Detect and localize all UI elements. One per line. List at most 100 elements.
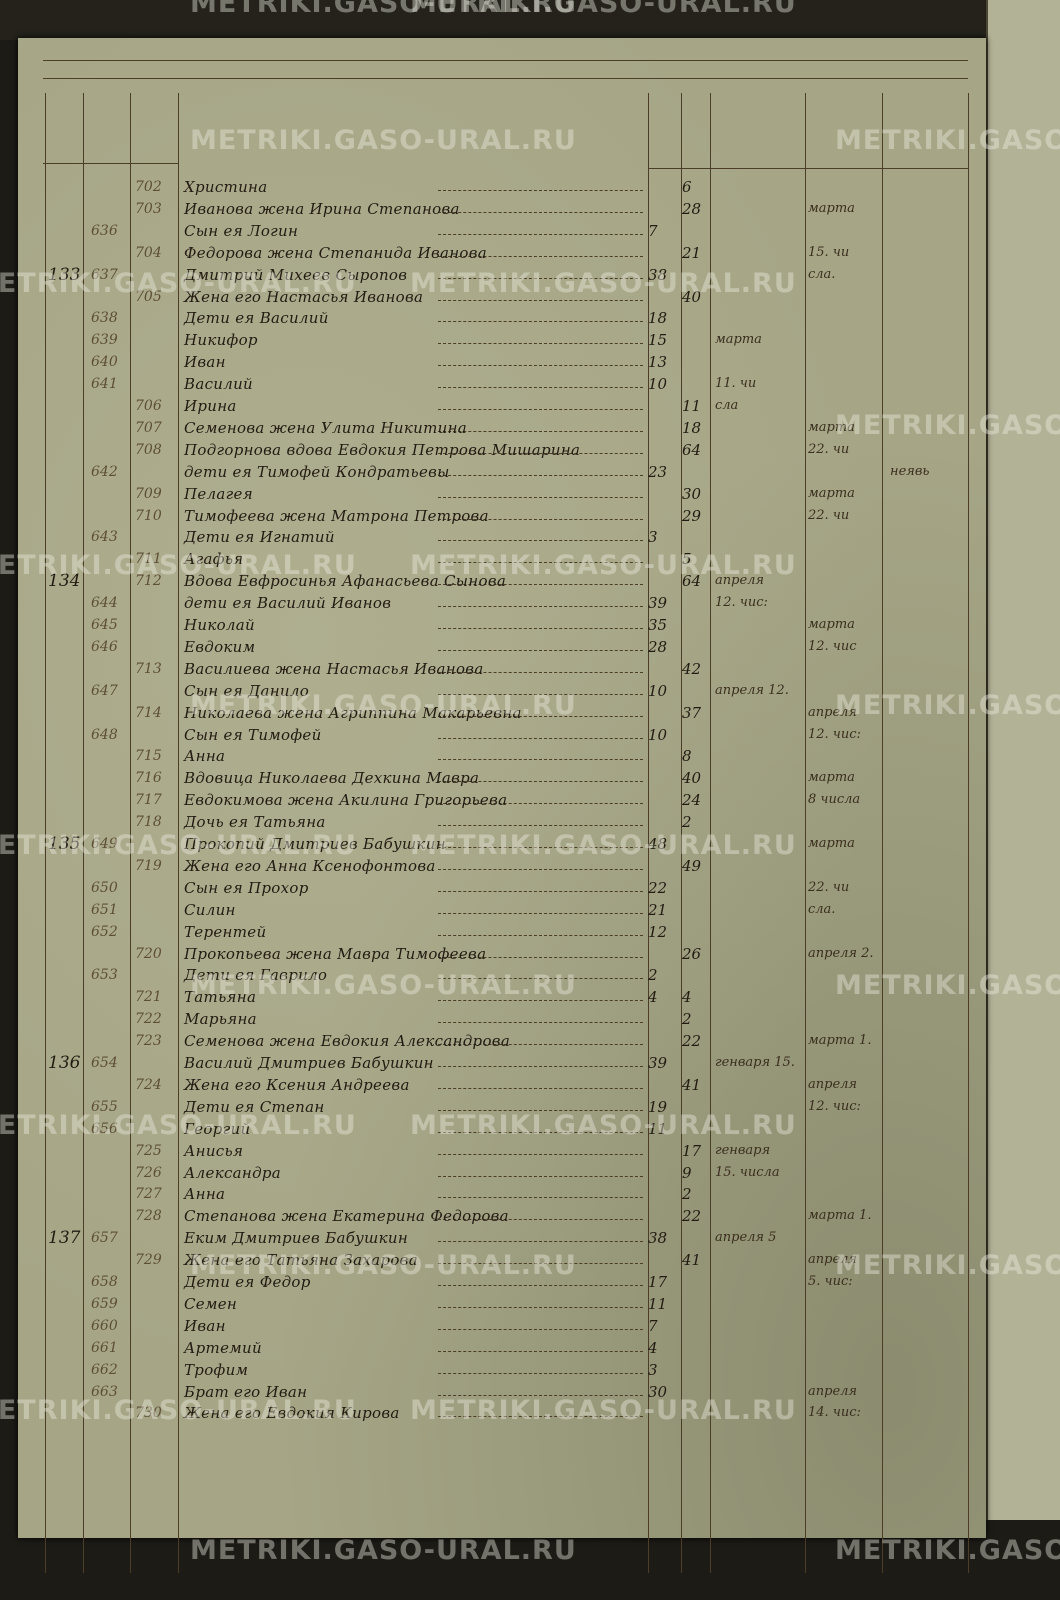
female-number: 728 — [135, 1208, 162, 1225]
female-age: 29 — [682, 506, 702, 525]
person-name: Пелагея — [184, 484, 253, 503]
dash-filler — [438, 540, 643, 542]
male-number: 656 — [91, 1120, 118, 1137]
person-name: Степанова жена Екатерина Федорова — [184, 1207, 509, 1226]
register-row: 708 Подгорнова вдова Евдокия Петрова Миша… — [18, 439, 986, 461]
register-row: 705 Жена его Настасья Иванова 40 — [18, 286, 986, 308]
male-age: 2 — [648, 966, 658, 985]
male-number: 662 — [91, 1361, 118, 1378]
dash-filler — [438, 496, 643, 499]
male-age: 13 — [648, 353, 668, 372]
watermark-text: METRIKI.GASO-URAL.RU — [0, 268, 357, 299]
dash-filler — [438, 693, 643, 696]
note-column-2: 8 числа — [808, 792, 861, 808]
dash-filler — [438, 868, 643, 871]
male-age: 11 — [648, 1119, 668, 1138]
male-age: 28 — [648, 637, 668, 656]
person-name: Дети ея Федор — [184, 1273, 311, 1291]
person-name: Сын ея Данило — [184, 681, 310, 700]
register-row: 647 Сын ея Данило 10 апреля 12. — [18, 680, 986, 702]
person-name: Дети ея Гаврило — [184, 966, 328, 985]
note-column-2: апреля 2. — [808, 945, 874, 961]
female-age: 26 — [682, 944, 702, 963]
person-name: Евдокимова жена Акилина Григорьева — [184, 791, 508, 810]
female-number: 722 — [135, 1011, 162, 1028]
female-age: 17 — [682, 1141, 702, 1160]
register-row: 662 Трофим 3 — [18, 1359, 986, 1381]
register-row: 711 Агафья 5 — [18, 548, 986, 570]
note-column-2: сла. — [808, 901, 836, 917]
dash-filler — [438, 847, 643, 849]
male-number: 643 — [91, 529, 118, 546]
register-row: 722 Марьяна 2 — [18, 1008, 986, 1030]
female-age: 18 — [682, 418, 702, 437]
note-column-2: марта 1. — [808, 1208, 872, 1224]
male-number: 642 — [91, 463, 118, 480]
person-name: Дмитрий Михеев Сыропов — [184, 265, 408, 284]
female-age: 24 — [682, 791, 702, 810]
watermark-text: METRIKI.GASO-URAL.RU — [835, 125, 1060, 156]
person-name: Христина — [184, 178, 268, 196]
female-number: 709 — [135, 485, 162, 502]
dash-filler — [438, 387, 643, 389]
person-name: Сын ея Тимофей — [184, 725, 322, 744]
note-column-2: марта — [808, 617, 855, 632]
dash-filler — [438, 912, 643, 915]
female-age: 4 — [682, 988, 692, 1007]
male-age: 7 — [648, 1316, 658, 1335]
female-age: 41 — [682, 1251, 702, 1270]
note-column-2: апреля — [808, 704, 858, 720]
male-age: 3 — [648, 528, 658, 547]
watermark-text: METRIKI.GASO-URAL.RU — [410, 0, 797, 19]
female-age: 2 — [682, 813, 692, 832]
female-number: 726 — [135, 1164, 162, 1181]
male-age: 10 — [648, 681, 668, 700]
dash-filler — [438, 277, 643, 280]
watermark-text: METRIKI.GASO-URAL.RU — [0, 830, 357, 861]
household-number: 137 — [48, 1228, 81, 1249]
person-name: Иван — [184, 1316, 226, 1335]
register-row: 719 Жена его Анна Ксенофонтова 49 — [18, 855, 986, 877]
female-number: 715 — [135, 748, 162, 765]
dash-filler — [438, 430, 643, 433]
female-number: 718 — [135, 814, 162, 831]
male-number: 655 — [91, 1098, 118, 1115]
person-name: Александра — [184, 1163, 282, 1182]
male-number: 637 — [91, 266, 118, 283]
household-number: 133 — [48, 264, 81, 285]
female-number: 705 — [135, 288, 162, 305]
register-row: 134 712 Вдова Евфросинья Афанасьева Сынова… — [18, 570, 986, 592]
female-number: 721 — [135, 989, 162, 1006]
register-row: 724 Жена его Ксения Андреева 41 апреля — [18, 1074, 986, 1096]
male-age: 10 — [648, 375, 668, 394]
register-row: 660 Иван 7 — [18, 1315, 986, 1337]
register-row: 653 Дети ея Гаврило 2 — [18, 964, 986, 986]
female-number: 706 — [135, 398, 162, 414]
watermark-text: METRIKI.GASO-URAL.RU — [0, 550, 357, 581]
female-age: 6 — [682, 178, 692, 196]
register-row: 642 дети ея Тимофей Кондратьевы 23 неявь — [18, 461, 986, 483]
register-row: 641 Василий 10 11. чи — [18, 373, 986, 395]
female-age: 21 — [682, 243, 702, 262]
watermark-text: METRIKI.GASO-URAL.RU — [190, 970, 577, 1001]
person-name: Иван — [184, 353, 226, 372]
male-number: 647 — [91, 682, 118, 699]
person-name: Дети ея Игнатий — [184, 528, 335, 547]
watermark-text: METRIKI.GASO-URAL.RU — [190, 690, 577, 721]
person-name: Прокопий Дмитриев Бабушкин — [184, 835, 446, 853]
watermark-text: METRIKI.GASO-URAL.RU — [835, 970, 1060, 1001]
person-name: Иванова жена Ирина Степанова — [184, 199, 460, 218]
register-row: 714 Николаева жена Агриппина Макарьевна 37… — [18, 702, 986, 724]
register-row: 656 Георгий 11 — [18, 1118, 986, 1140]
male-number: 661 — [91, 1339, 118, 1356]
register-row: 644 дети ея Василий Иванов 39 12. чис: — [18, 592, 986, 614]
watermark-text: METRIKI.GASO-URAL.RU — [835, 1250, 1060, 1281]
note-column-2: 22. чи — [808, 879, 850, 895]
note-column-2: 12. чис: — [808, 726, 861, 742]
dash-filler — [438, 518, 643, 521]
male-age: 19 — [648, 1097, 668, 1116]
female-number: 723 — [135, 1033, 162, 1050]
note-column-2: марта — [808, 419, 855, 435]
male-age: 35 — [648, 616, 668, 634]
dash-filler — [438, 978, 643, 980]
